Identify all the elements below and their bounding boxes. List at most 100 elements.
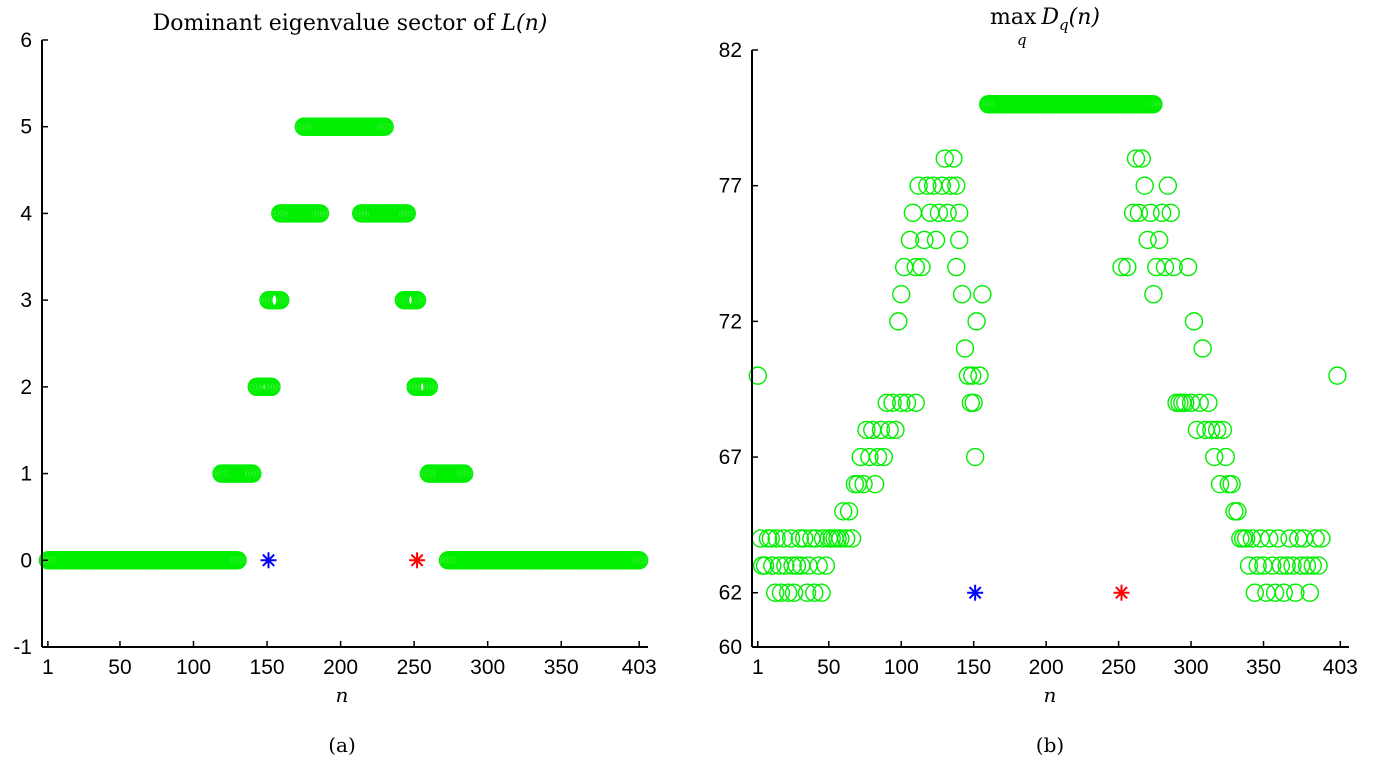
panel-b-point <box>1236 529 1256 548</box>
panel-a-ytick-label: 5 <box>20 116 32 139</box>
panel-b-point <box>963 366 982 385</box>
panel-a-ytick-label: 3 <box>20 289 32 312</box>
panel-a-ytick-label: 4 <box>20 202 32 225</box>
panel-b-point <box>854 474 873 494</box>
panel-b-ytick-label: 62 <box>719 582 742 605</box>
panel-a-segment <box>212 464 262 483</box>
panel-a-xtick-label: 50 <box>108 656 131 679</box>
panel-a-title: Dominant eigenvalue sector of L(n) <box>153 11 548 36</box>
panel-b-point <box>779 583 798 602</box>
panel-b-title-sub: q <box>1059 16 1069 34</box>
panel-b-point <box>1141 203 1160 223</box>
panel-b-point <box>918 176 937 195</box>
panel-b-point <box>1202 420 1221 440</box>
panel-b-point <box>941 176 960 195</box>
panel-b-point <box>874 447 894 467</box>
panel-b-point <box>950 203 969 223</box>
panel-a-point <box>375 117 394 136</box>
panel-b-point <box>958 366 978 385</box>
panel-b-point <box>1161 203 1180 223</box>
panel-b-point <box>871 420 891 440</box>
panel-b-point <box>763 556 782 575</box>
panel-b-point <box>767 529 786 548</box>
panel-b-point <box>1118 257 1137 277</box>
panel-b-point <box>1274 583 1293 602</box>
panel-a-point <box>228 551 247 570</box>
panel-b-xtick-label: 250 <box>1101 656 1136 679</box>
panel-b-point <box>1277 556 1296 575</box>
panel-b-point <box>1216 447 1236 467</box>
panel-b-point <box>1260 529 1279 548</box>
panel-b-point <box>886 420 905 440</box>
panel-b-point <box>1248 556 1267 575</box>
panel-b-point <box>1126 149 1146 168</box>
panel-b-point <box>955 339 975 358</box>
panel-a-xtick-label: 250 <box>397 656 432 679</box>
panel-b-point <box>1283 556 1302 575</box>
panel-b-title-max: max <box>990 5 1037 30</box>
panel-b-xlabel: n <box>1044 683 1057 707</box>
panel-a-point <box>419 377 439 397</box>
panel-b-point <box>1158 176 1178 195</box>
panel-a-xlabel: n <box>336 683 349 707</box>
panel-b-caption: (b) <box>1036 733 1064 757</box>
panel-b-point <box>797 583 817 602</box>
panel-a-point <box>407 290 427 310</box>
panel-b-point <box>929 203 949 223</box>
panel-b-point <box>755 556 775 575</box>
panel-b-title-max-sub: q <box>1017 31 1027 49</box>
panel-a-segment <box>38 551 247 570</box>
panel-a: Dominant eigenvalue sector of L(n) 1 50 10… <box>13 11 656 757</box>
panel-b-point <box>1205 447 1224 467</box>
panel-b-point <box>947 176 966 195</box>
panel-a-segment <box>294 117 394 136</box>
panel-a-ytick-label: 2 <box>20 376 32 399</box>
panel-b-point <box>1184 312 1204 331</box>
panel-b-point <box>915 230 934 250</box>
panel-a-xtick-label: 350 <box>544 656 579 679</box>
panel-b-point <box>1213 420 1233 440</box>
panel-a-point <box>310 204 330 223</box>
panel-b-point <box>1178 257 1198 277</box>
panel-b-point <box>781 529 801 548</box>
panel-a-point <box>262 377 281 397</box>
panel-b-point <box>877 393 896 412</box>
panel-a-ytick-label: 6 <box>20 29 32 52</box>
panel-b-point <box>1144 285 1163 304</box>
panel-b-point <box>834 502 853 521</box>
panel-a-segment <box>247 377 281 397</box>
panel-b-point <box>1280 529 1299 548</box>
panel-b-point <box>900 230 920 250</box>
panel-b-point <box>790 529 810 548</box>
panel-b-point <box>776 556 795 575</box>
panel-b-point <box>1312 529 1331 548</box>
panel-b-xtick-label: 403 <box>1323 656 1358 679</box>
panel-a-title-math: L(n) <box>500 11 547 36</box>
panel-b-ytick-label: 77 <box>719 175 742 198</box>
panel-b-xtick-label: 350 <box>1246 656 1281 679</box>
panel-b-point <box>1271 556 1291 575</box>
panel-b-point <box>806 529 825 548</box>
panel-a-xtick-label: 300 <box>470 656 505 679</box>
panel-b-title-d: D <box>1040 5 1059 30</box>
panel-b-point <box>1164 257 1183 277</box>
panel-b-point <box>1286 583 1305 602</box>
panel-a-point <box>397 204 416 223</box>
panel-b-point <box>1265 583 1285 602</box>
panel-b-point <box>1129 203 1149 223</box>
panel-a-segment <box>259 290 290 310</box>
panel-b-star-red <box>1113 584 1130 601</box>
panel-b-point <box>926 230 946 250</box>
panel-b-point <box>1149 230 1169 250</box>
panel-b-point <box>1193 339 1212 358</box>
panel-a-xtick-label: 403 <box>622 656 657 679</box>
panel-b-point <box>1303 556 1322 575</box>
panel-a-xtick-label: 1 <box>42 656 54 679</box>
panel-b-point <box>1155 257 1175 277</box>
panel-b-point <box>952 285 972 304</box>
panel-b-point <box>938 203 957 223</box>
panel-b-point <box>1268 529 1288 548</box>
